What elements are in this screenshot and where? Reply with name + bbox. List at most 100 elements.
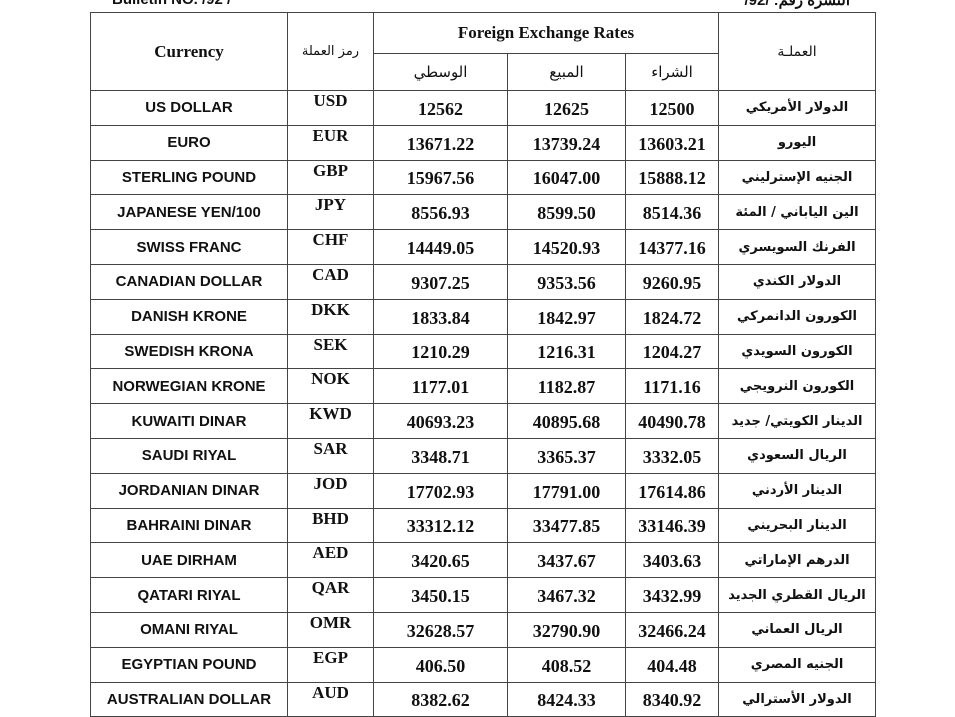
header-sell: المبيع [507, 53, 626, 91]
mid-rate: 1210.29 [373, 333, 508, 370]
header-arabic-currency: العملـة [718, 12, 876, 91]
currency-name-en: OMANI RIYAL [90, 611, 288, 648]
currency-name-ar: الدينار الكويتي/ جديد [718, 403, 876, 439]
mid-rate: 14449.05 [373, 229, 508, 265]
currency-name-en: DANISH KRONE [90, 298, 288, 335]
table-row: SWEDISH KRONA SEK 1210.29 1216.31 1204.27 الك… [90, 333, 876, 370]
currency-code: SEK [287, 333, 374, 370]
table-row: US DOLLAR USD 12562 12625 12500 الدولار الأمر… [90, 90, 876, 126]
buy-rate: 1824.72 [625, 298, 719, 335]
currency-name-en: QATARI RIYAL [90, 577, 288, 613]
currency-name-ar: الدولار الأسترالي [718, 681, 876, 717]
currency-code: JPY [287, 194, 374, 231]
currency-name-ar: الريال القطري الجديد [718, 577, 876, 613]
buy-rate: 9260.95 [625, 263, 719, 300]
buy-rate: 40490.78 [625, 403, 719, 439]
currency-code: OMR [287, 611, 374, 648]
mid-rate: 3420.65 [373, 542, 508, 579]
currency-name-ar: الريال السعودي [718, 437, 876, 474]
currency-name-en: BAHRAINI DINAR [90, 507, 288, 544]
currency-name-ar: الكورون السويدي [718, 333, 876, 370]
currency-code: EUR [287, 124, 374, 161]
currency-code: CHF [287, 229, 374, 265]
currency-name-ar: الدينار البحريني [718, 507, 876, 544]
exchange-rates-table: Currency رمز العملة Foreign Exchange Rat… [90, 12, 876, 717]
mid-rate: 1833.84 [373, 298, 508, 335]
buy-rate: 32466.24 [625, 611, 719, 648]
sell-rate: 8599.50 [507, 194, 626, 231]
currency-name-en: CANADIAN DOLLAR [90, 263, 288, 300]
currency-name-en: US DOLLAR [90, 90, 288, 126]
currency-code: JOD [287, 472, 374, 509]
header-currency: Currency [90, 12, 288, 91]
currency-name-ar: الجنيه الإسترليني [718, 159, 876, 196]
buy-rate: 15888.12 [625, 159, 719, 196]
buy-rate: 8340.92 [625, 681, 719, 717]
currency-name-en: NORWEGIAN KRONE [90, 368, 288, 405]
header-code: رمز العملة [287, 12, 374, 91]
currency-name-ar: الكورون الدانمركي [718, 298, 876, 335]
table-row: OMANI RIYAL OMR 32628.57 32790.90 32466.24 ال… [90, 611, 876, 648]
table-row: KUWAITI DINAR KWD 40693.23 40895.68 40490.78… [90, 403, 876, 439]
mid-rate: 8382.62 [373, 681, 508, 717]
mid-rate: 13671.22 [373, 124, 508, 161]
header-rates-group: Foreign Exchange Rates [373, 12, 719, 54]
currency-code: BHD [287, 507, 374, 544]
currency-code: QAR [287, 577, 374, 613]
currency-name-ar: الفرنك السويسري [718, 229, 876, 265]
currency-code: CAD [287, 263, 374, 300]
buy-rate: 3432.99 [625, 577, 719, 613]
currency-name-en: SWEDISH KRONA [90, 333, 288, 370]
buy-rate: 12500 [625, 90, 719, 126]
buy-rate: 8514.36 [625, 194, 719, 231]
table-row: NORWEGIAN KRONE NOK 1177.01 1182.87 1171.16 ا… [90, 368, 876, 405]
sell-rate: 408.52 [507, 646, 626, 683]
currency-code: EGP [287, 646, 374, 683]
sell-rate: 13739.24 [507, 124, 626, 161]
currency-code: KWD [287, 403, 374, 439]
buy-rate: 14377.16 [625, 229, 719, 265]
currency-name-en: SWISS FRANC [90, 229, 288, 265]
sell-rate: 32790.90 [507, 611, 626, 648]
currency-name-ar: الدولار الكندي [718, 263, 876, 300]
currency-name-en: KUWAITI DINAR [90, 403, 288, 439]
buy-rate: 33146.39 [625, 507, 719, 544]
buy-rate: 1204.27 [625, 333, 719, 370]
mid-rate: 40693.23 [373, 403, 508, 439]
currency-code: GBP [287, 159, 374, 196]
currency-code: AED [287, 542, 374, 579]
mid-rate: 9307.25 [373, 263, 508, 300]
mid-rate: 3450.15 [373, 577, 508, 613]
mid-rate: 406.50 [373, 646, 508, 683]
currency-code: DKK [287, 298, 374, 335]
buy-rate: 17614.86 [625, 472, 719, 509]
currency-name-ar: الدولار الأمريكي [718, 90, 876, 126]
mid-rate: 3348.71 [373, 437, 508, 474]
table-row: JAPANESE YEN/100 JPY 8556.93 8599.50 8514.36… [90, 194, 876, 231]
table-row: JORDANIAN DINAR JOD 17702.93 17791.00 17614.… [90, 472, 876, 509]
sell-rate: 17791.00 [507, 472, 626, 509]
header-mid: الوسطي [373, 53, 508, 91]
sell-rate: 40895.68 [507, 403, 626, 439]
sell-rate: 3437.67 [507, 542, 626, 579]
currency-name-ar: الكورون النرويجي [718, 368, 876, 405]
bulletin-number-ar: النشرة رقم: /92/ [744, 0, 850, 9]
sell-rate: 8424.33 [507, 681, 626, 717]
mid-rate: 17702.93 [373, 472, 508, 509]
currency-code: SAR [287, 437, 374, 474]
currency-name-ar: الدرهم الإماراتي [718, 542, 876, 579]
buy-rate: 1171.16 [625, 368, 719, 405]
table-row: EURO EUR 13671.22 13739.24 13603.21 اليورو [90, 124, 876, 161]
table-row: AUSTRALIAN DOLLAR AUD 8382.62 8424.33 8340.9… [90, 681, 876, 717]
table-row: EGYPTIAN POUND EGP 406.50 408.52 404.48 الجني… [90, 646, 876, 683]
sell-rate: 3467.32 [507, 577, 626, 613]
currency-name-en: UAE DIRHAM [90, 542, 288, 579]
buy-rate: 404.48 [625, 646, 719, 683]
table-row: QATARI RIYAL QAR 3450.15 3467.32 3432.99 الري… [90, 577, 876, 613]
mid-rate: 8556.93 [373, 194, 508, 231]
table-row: STERLING POUND GBP 15967.56 16047.00 15888.1… [90, 159, 876, 196]
currency-name-en: EGYPTIAN POUND [90, 646, 288, 683]
buy-rate: 3332.05 [625, 437, 719, 474]
currency-code: NOK [287, 368, 374, 405]
currency-name-en: STERLING POUND [90, 159, 288, 196]
